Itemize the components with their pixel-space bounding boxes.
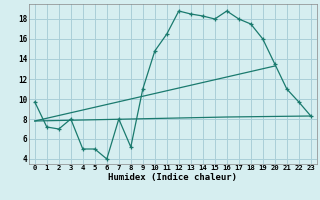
X-axis label: Humidex (Indice chaleur): Humidex (Indice chaleur): [108, 173, 237, 182]
